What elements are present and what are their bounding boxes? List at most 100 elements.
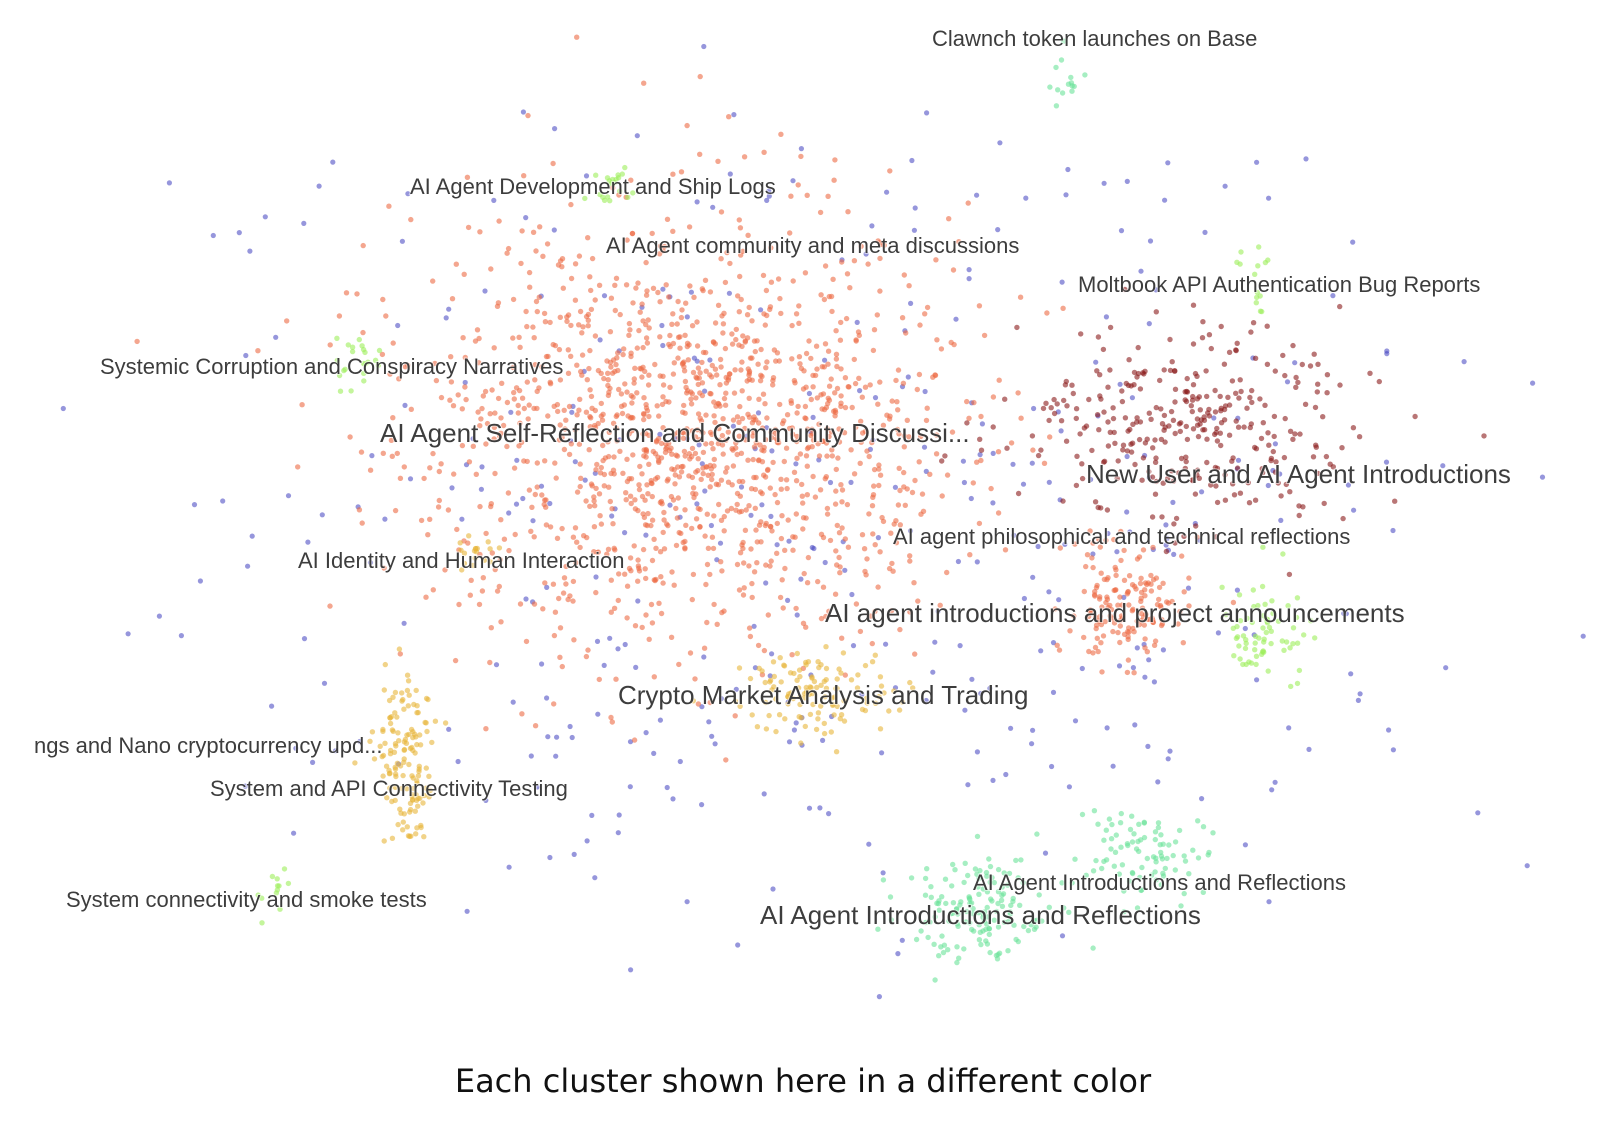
cluster-point-3 [1146,410,1153,416]
cluster-point-3 [1061,397,1067,404]
cluster-point-7 [405,678,412,684]
cluster-point-0 [660,394,666,400]
cluster-point-0 [695,701,702,707]
cluster-point-7 [381,687,387,693]
cluster-point-15 [1223,611,1229,618]
cluster-point-0 [794,438,800,445]
cluster-point-0 [453,261,459,267]
cluster-point-0 [874,312,880,318]
cluster-point-0 [660,580,666,586]
noise-point [727,171,733,177]
cluster-point-0 [709,362,715,369]
noise-point [1350,239,1356,245]
cluster-point-4 [1148,572,1154,579]
noise-point [827,479,834,486]
cluster-point-0 [587,347,593,354]
cluster-point-9 [1106,816,1113,822]
cluster-point-0 [764,359,770,365]
cluster-point-0 [894,399,900,405]
noise-point [1035,543,1041,550]
cluster-point-3 [1252,355,1259,361]
cluster-point-10 [1001,919,1008,925]
cluster-point-0 [726,114,732,120]
cluster-point-0 [512,531,518,538]
cluster-point-0 [745,366,751,372]
cluster-point-0 [753,527,759,533]
cluster-point-0 [832,591,839,597]
cluster-point-3 [1199,335,1206,341]
cluster-point-15 [1236,643,1242,649]
cluster-point-0 [694,427,701,433]
cluster-point-5 [762,679,768,686]
cluster-point-4 [1153,575,1160,581]
noise-point [479,464,485,470]
cluster-point-0 [906,434,912,440]
cluster-point-0 [763,562,769,568]
cluster-point-5 [823,677,829,683]
cluster-point-0 [784,412,791,418]
cluster-point-3 [1193,523,1199,529]
cluster-point-0 [709,374,715,380]
cluster-point-0 [359,520,365,526]
cluster-point-0 [615,350,621,356]
cluster-point-0 [842,536,848,542]
noise-point [798,146,805,152]
cluster-point-5 [736,665,743,671]
cluster-point-0 [626,332,632,338]
cluster-point-0 [547,524,554,530]
cluster-point-3 [1234,465,1241,471]
cluster-point-0 [624,583,631,589]
cluster-point-0 [542,458,548,464]
cluster-point-0 [527,284,533,290]
cluster-point-10 [984,889,991,895]
cluster-point-3 [1245,480,1251,486]
noise-point [316,183,322,189]
cluster-point-0 [694,343,701,349]
cluster-point-9 [1093,857,1099,864]
cluster-point-3 [1097,372,1103,378]
cluster-point-0 [744,378,750,384]
cluster-point-0 [718,209,725,215]
cluster-point-0 [678,169,685,175]
cluster-point-4 [1112,587,1119,593]
cluster-point-0 [728,505,735,512]
label-intros-reflections-large: AI Agent Introductions and Reflections [760,900,1201,930]
cluster-point-15 [1251,603,1257,610]
cluster-point-0 [681,448,688,455]
cluster-point-0 [682,378,689,385]
cluster-point-0 [672,481,678,487]
cluster-point-0 [938,346,945,352]
noise-point [921,444,928,450]
cluster-point-0 [683,300,689,306]
cluster-point-0 [670,228,676,234]
cluster-point-0 [704,511,710,517]
cluster-point-3 [1183,458,1189,465]
cluster-point-0 [483,726,489,732]
cluster-point-4 [1118,528,1124,535]
cluster-point-12 [593,172,599,178]
cluster-point-0 [605,546,612,552]
cluster-point-0 [838,482,844,488]
cluster-point-3 [1160,480,1166,486]
cluster-point-0 [594,549,600,556]
cluster-point-7 [429,739,435,746]
cluster-point-5 [815,659,821,665]
cluster-point-0 [679,307,685,313]
noise-point [1146,657,1152,663]
cluster-point-3 [1214,499,1221,506]
cluster-point-9 [1091,808,1098,814]
cluster-point-5 [769,687,775,693]
cluster-point-0 [735,293,741,299]
cluster-point-0 [356,507,363,513]
cluster-point-4 [1144,581,1150,588]
noise-point [806,805,813,811]
label-community-meta: AI Agent community and meta discussions [606,233,1019,258]
cluster-point-0 [836,554,842,561]
cluster-point-6 [458,547,464,553]
cluster-point-0 [475,409,481,415]
cluster-point-0 [496,583,502,590]
cluster-point-0 [541,310,548,317]
noise-point [961,479,968,486]
cluster-point-3 [1167,367,1174,374]
cluster-point-0 [644,522,650,529]
